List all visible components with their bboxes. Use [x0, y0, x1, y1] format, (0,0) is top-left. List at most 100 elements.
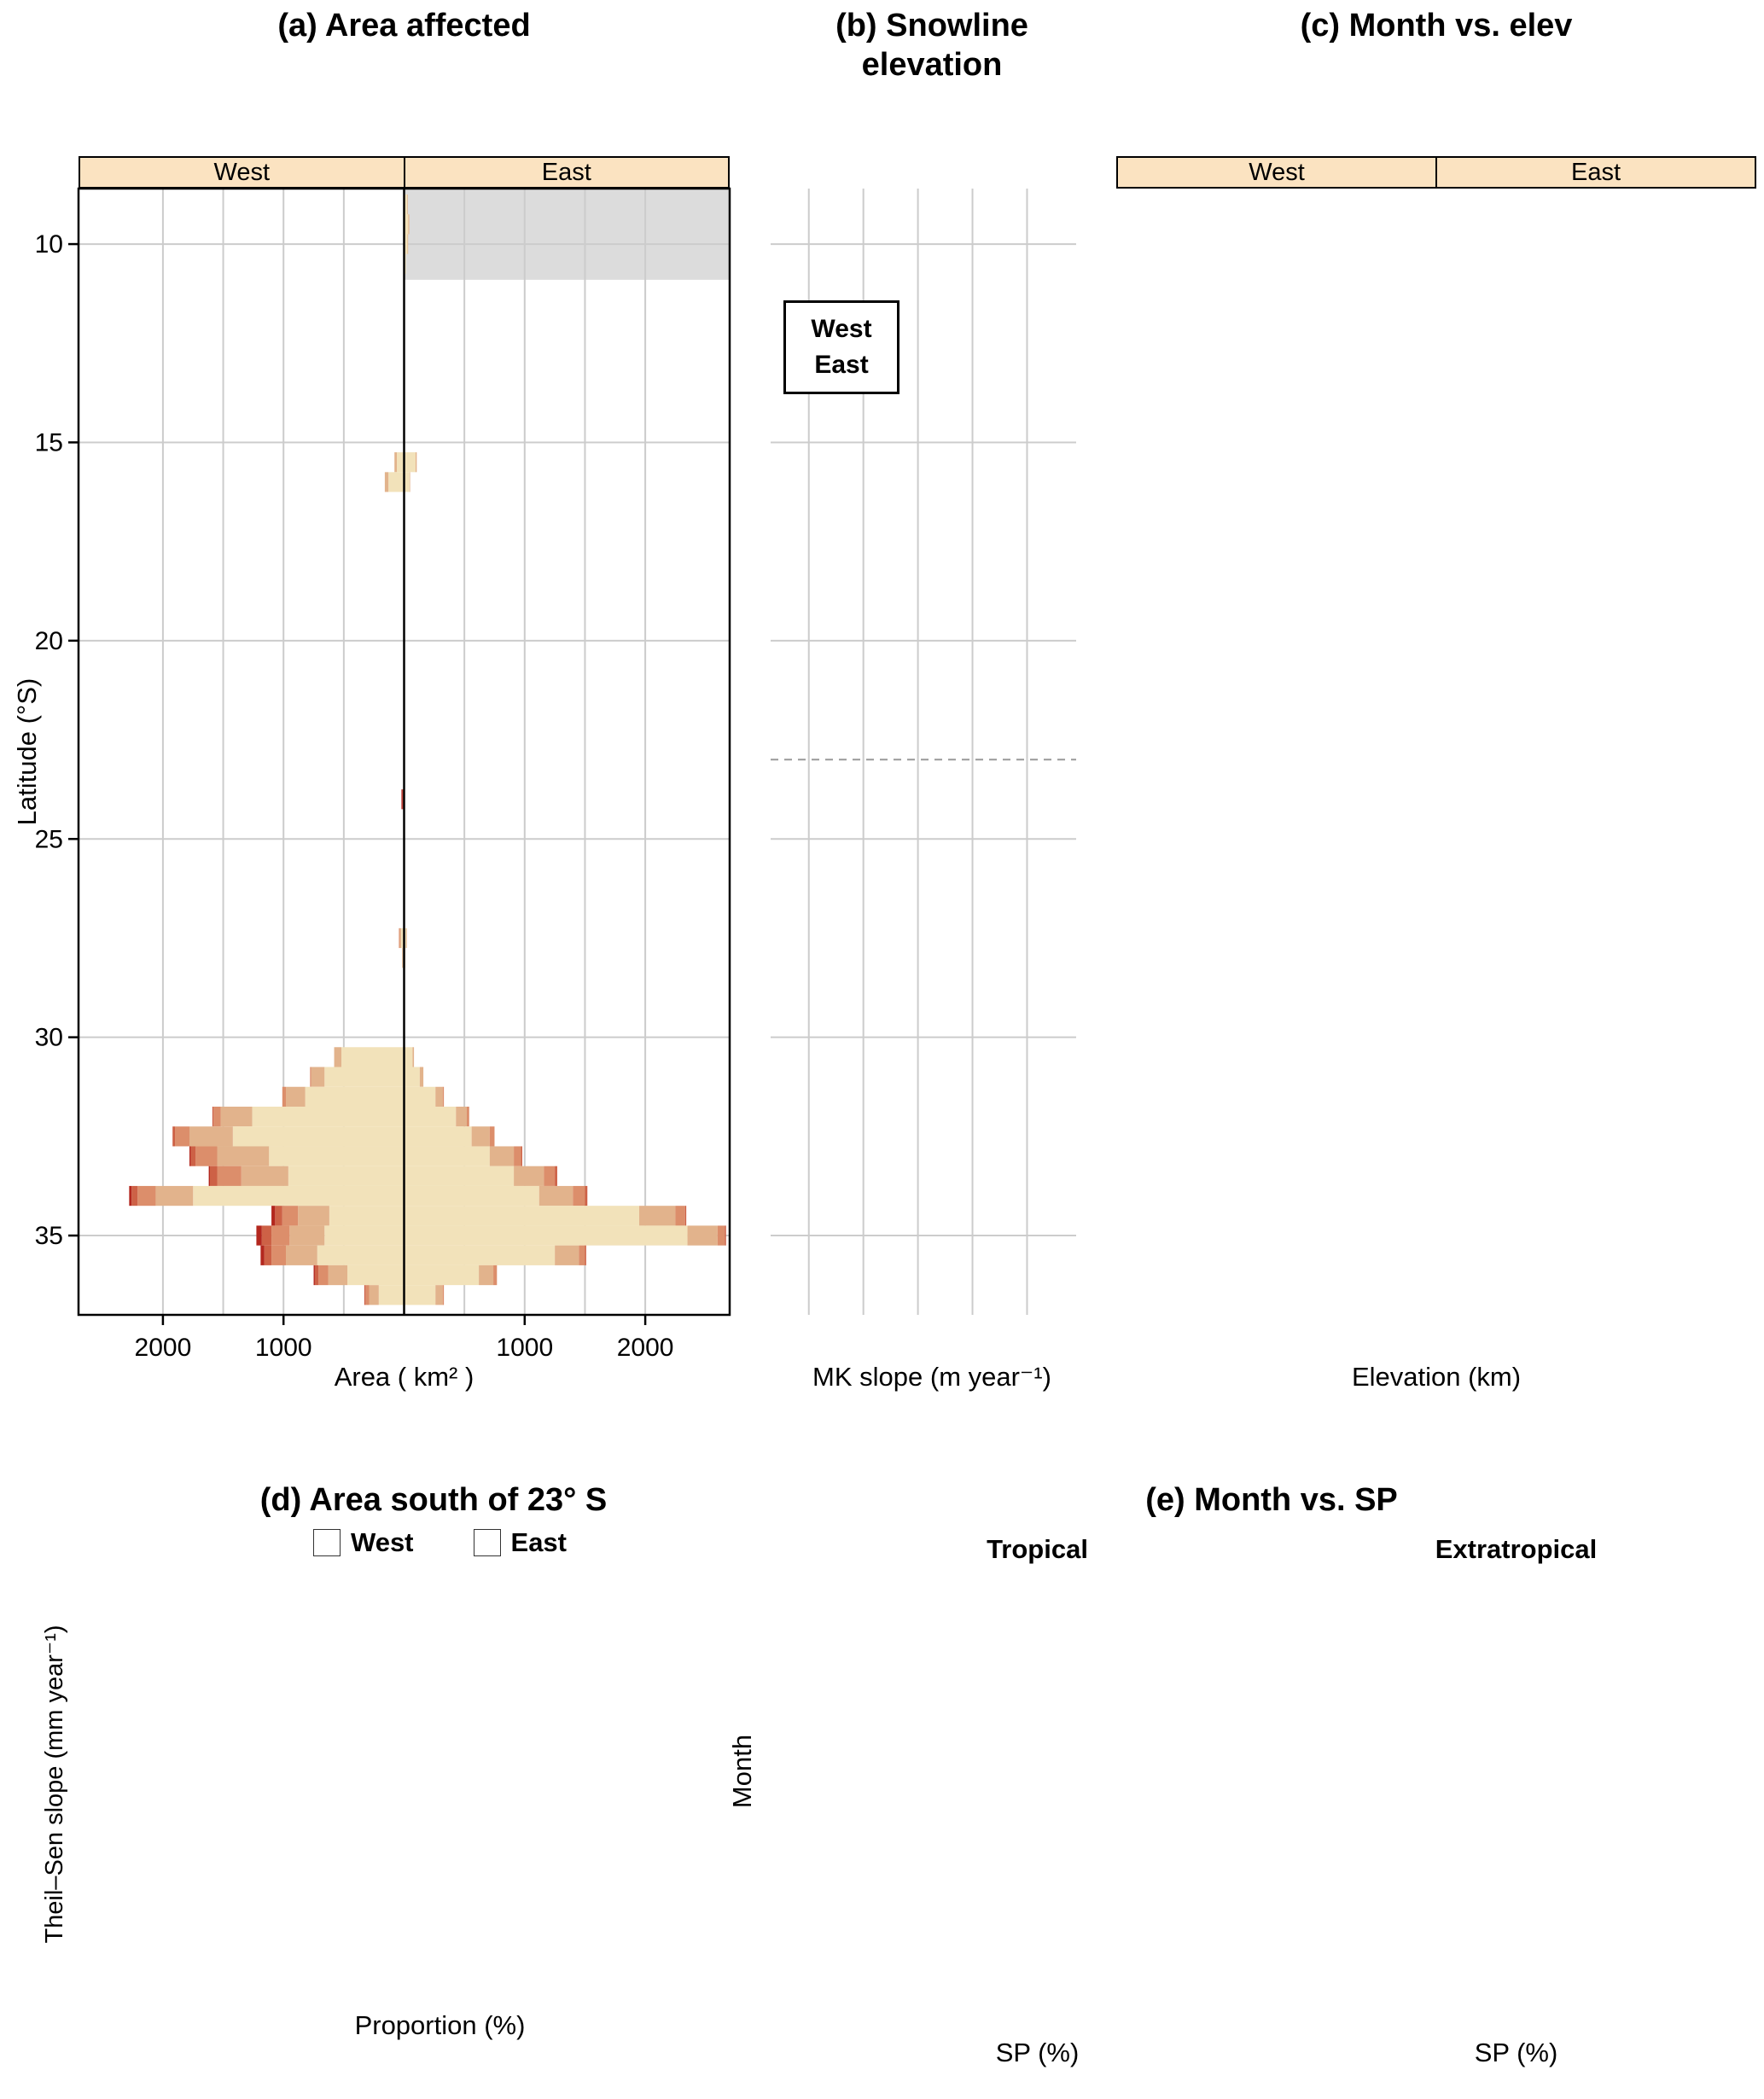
area-bar-east	[687, 1225, 718, 1246]
area-bar-east	[404, 1265, 480, 1286]
svg-text:35: 35	[35, 1222, 63, 1250]
tropical-subtitle: Tropical	[987, 1534, 1088, 1564]
area-bar-east	[544, 1166, 556, 1186]
sp-axis-label-extratropical: SP (%)	[1474, 2038, 1558, 2067]
area-bar-east	[585, 1185, 588, 1206]
area-bar-west	[329, 1206, 405, 1226]
area-bar-west	[137, 1185, 156, 1206]
theil-sen-axis-label: Theil–Sen slope (mm year⁻¹)	[41, 1625, 68, 1944]
area-bar-west	[384, 472, 389, 492]
elevation-axis-label: Elevation (km)	[1351, 1362, 1522, 1392]
proportion-axis-label: Proportion (%)	[354, 2010, 526, 2040]
area-bar-east	[579, 1245, 585, 1265]
area-bar-east	[404, 1126, 472, 1147]
area-bar-west	[256, 1225, 262, 1246]
area-bar-west	[195, 1146, 218, 1166]
area-bar-east	[408, 214, 410, 235]
svg-text:30: 30	[35, 1024, 63, 1052]
area-bar-east	[404, 927, 407, 949]
snowline-legend: West East	[783, 300, 899, 394]
area-bar-east	[684, 1206, 687, 1226]
area-bar-west	[220, 1106, 253, 1127]
area-bar-east	[555, 1245, 579, 1265]
area-bar-east	[456, 1106, 467, 1127]
svg-text:1000: 1000	[496, 1334, 553, 1362]
area-bar-west	[313, 1265, 315, 1286]
area-bar-west	[288, 1166, 405, 1186]
panel-a-region-header: West East	[79, 156, 730, 189]
area-bar-west	[328, 1265, 348, 1286]
area-bar-east	[412, 1047, 415, 1067]
area-bar-east	[404, 194, 408, 215]
area-bar-west	[305, 1086, 405, 1107]
legend-item-west: West	[313, 1527, 414, 1558]
area-bar-west	[241, 1166, 288, 1186]
area-bar-west	[341, 1047, 405, 1067]
panel-c-title: (c) Month vs. elev	[1300, 8, 1573, 44]
area-bar-west	[317, 1245, 405, 1265]
area-bar-east	[435, 1285, 443, 1305]
east-header-label: East	[1435, 158, 1755, 187]
area-bar-east	[442, 1086, 445, 1107]
area-bar-west	[172, 1126, 176, 1147]
area-bar-east	[489, 1126, 495, 1147]
area-bar-west	[314, 1265, 319, 1286]
legend-item-east: East	[473, 1527, 567, 1558]
area-bar-west	[347, 1265, 405, 1286]
svg-text:20: 20	[35, 627, 63, 655]
area-bar-east	[466, 1106, 469, 1127]
east-header-label: East	[403, 158, 729, 187]
svg-text:1000: 1000	[255, 1334, 312, 1362]
area-bar-west	[286, 1245, 317, 1265]
east-legend-label: East	[814, 351, 869, 379]
area-bar-west	[175, 1126, 189, 1147]
severity-legend	[128, 65, 760, 147]
area-bar-east	[514, 1146, 521, 1166]
area-bar-east	[404, 1245, 556, 1265]
area-bar-west	[378, 1285, 405, 1305]
area-bar-east	[404, 1106, 457, 1127]
area-bar-west	[190, 1146, 196, 1166]
area-bar-east	[489, 1146, 515, 1166]
area-bar-west	[364, 1285, 366, 1305]
area-bar-east	[404, 1206, 640, 1226]
area-bar-east	[493, 1265, 498, 1286]
area-bar-west	[189, 1146, 191, 1166]
area-bar-east	[555, 1166, 557, 1186]
area-bar-west	[400, 927, 405, 949]
west-header-label: West	[213, 158, 271, 186]
area-bar-east	[407, 194, 408, 215]
east-legend-label: East	[510, 1527, 567, 1557]
area-bar-east	[471, 1126, 490, 1147]
area-bar-east	[479, 1265, 494, 1286]
area-bar-west	[369, 1285, 379, 1305]
west-header-label: West	[1249, 158, 1305, 186]
area-bar-west	[271, 1206, 276, 1226]
svg-text:15: 15	[35, 428, 63, 456]
west-legend-label: West	[351, 1527, 414, 1557]
area-bar-west	[217, 1146, 270, 1166]
area-bar-east	[404, 214, 409, 235]
area-bar-west	[388, 472, 405, 492]
svg-text:10: 10	[35, 230, 63, 259]
area-bar-east	[521, 1146, 522, 1166]
area-bar-west	[129, 1185, 132, 1206]
area-bar-west	[271, 1245, 287, 1265]
panel-e-title: (e) Month vs. SP	[1145, 1482, 1398, 1518]
west-legend-label: West	[811, 315, 872, 343]
svg-text:2000: 2000	[135, 1334, 192, 1362]
area-bar-west	[286, 1086, 306, 1107]
area-bar-west	[217, 1166, 242, 1186]
area-bar-west	[264, 1245, 272, 1265]
area-bar-east	[639, 1206, 676, 1226]
east-swatch	[473, 1529, 501, 1556]
area-bar-west	[282, 1086, 287, 1107]
area-bar-west	[334, 1047, 342, 1067]
area-bar-east	[407, 234, 409, 254]
area-bar-east	[406, 927, 407, 949]
area-bar-east	[404, 1086, 436, 1107]
area-bar-west	[210, 1166, 218, 1186]
area-bar-west	[318, 1265, 329, 1286]
